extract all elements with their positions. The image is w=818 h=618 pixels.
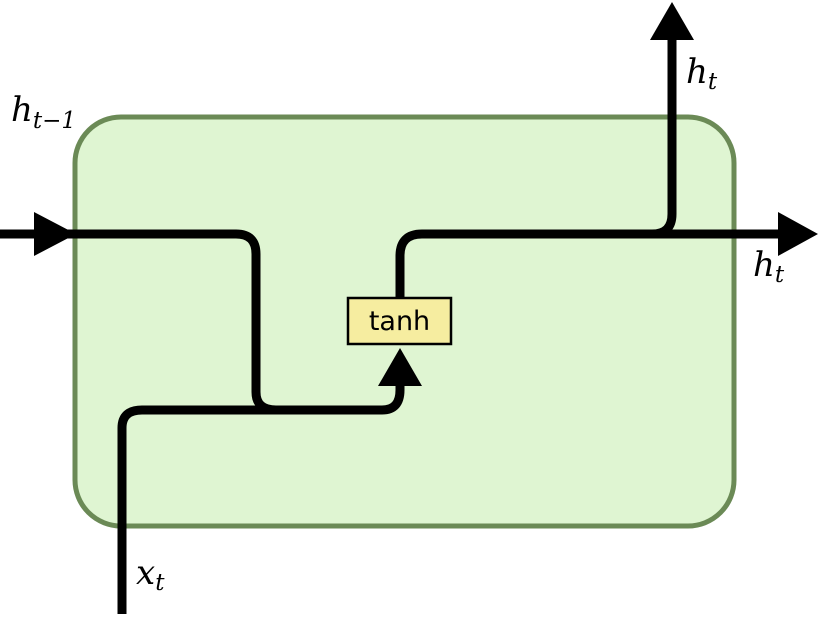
label-h-out-right: ht <box>753 245 785 288</box>
tanh-gate-label: tanh <box>369 306 430 337</box>
arrowhead-h-out-top <box>650 2 694 40</box>
label-h-prev: ht−1 <box>11 90 76 134</box>
label-x-input: xt <box>136 553 165 596</box>
wire-h-out-top <box>651 36 677 239</box>
wire-x-input <box>117 382 405 614</box>
signal-wires <box>0 36 788 614</box>
arrowhead-h-out-right <box>778 212 818 256</box>
wire-tanh-out <box>395 229 788 298</box>
tanh-gate-box <box>346 296 453 346</box>
arrowhead-into-tanh <box>378 348 422 386</box>
label-h-out-top: ht <box>686 52 718 95</box>
arrowhead-h-prev-in <box>34 212 76 256</box>
